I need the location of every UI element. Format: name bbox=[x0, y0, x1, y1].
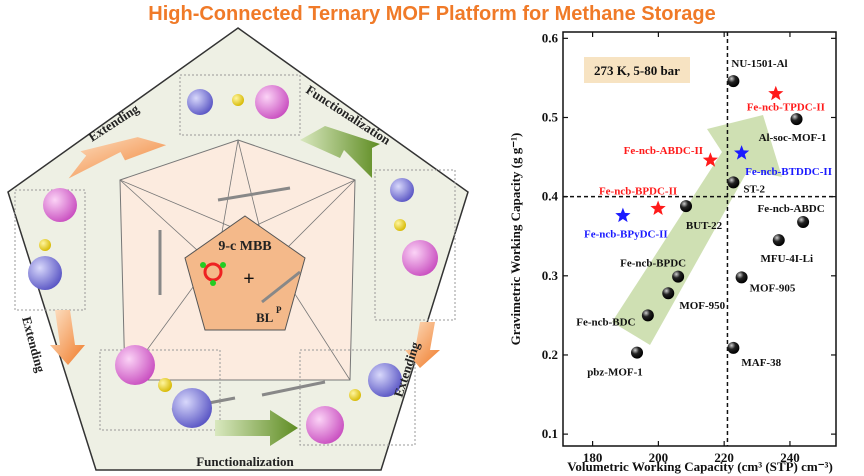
star-marker bbox=[702, 152, 718, 167]
data-point: Fe-ncb-BPDC bbox=[620, 258, 686, 283]
mbb-label: 9-c MBB bbox=[218, 239, 271, 254]
sphere-marker bbox=[680, 200, 693, 213]
y-tick-label: 0.2 bbox=[542, 347, 558, 362]
point-label: Fe-ncb-BDC bbox=[576, 316, 635, 328]
data-point: BUT-22 bbox=[680, 200, 723, 232]
point-label: Fe-ncb-ABDC bbox=[757, 203, 824, 215]
y-axis-label: Gravimetric Working Capacity (g g⁻¹) bbox=[508, 133, 523, 346]
axes: 180 200 220 240 0.1 0.2 0.3 0.4 0.5 0.6 bbox=[542, 30, 836, 465]
point-label: BUT-22 bbox=[686, 220, 723, 232]
arrow-extending-right bbox=[405, 322, 440, 368]
mbb-cluster-icon bbox=[200, 262, 226, 286]
x-axis-label: Volumetric Working Capacity (cm³ (STP) c… bbox=[567, 459, 833, 474]
data-point: NU-1501-Al bbox=[727, 58, 788, 88]
y-tick-label: 0.4 bbox=[542, 189, 559, 204]
data-point: Fe-ncb-ABDC bbox=[757, 203, 825, 228]
point-label: MAF-38 bbox=[741, 357, 781, 369]
sphere-marker bbox=[797, 215, 810, 228]
star-marker bbox=[650, 200, 666, 215]
point-label: Fe-ncb-BPyDC-II bbox=[584, 229, 668, 241]
point-label: Fe-ncb-BPDC-II bbox=[599, 186, 677, 198]
point-label: Al-soc-MOF-1 bbox=[759, 132, 827, 144]
sphere-marker bbox=[727, 341, 740, 354]
point-label: ST-2 bbox=[743, 183, 765, 195]
x-tick-label: 220 bbox=[714, 450, 734, 465]
point-label: Fe-ncb-BTDDC-II bbox=[745, 166, 832, 178]
arrow-extending-top-left bbox=[68, 137, 167, 179]
data-point: Fe-ncb-BDC bbox=[576, 309, 654, 328]
annotation-text: 273 K, 5-80 bar bbox=[594, 63, 680, 78]
arrow-functionalization-top-right bbox=[300, 126, 380, 178]
point-label: MOF-950 bbox=[679, 300, 725, 312]
sphere-marker bbox=[662, 287, 675, 300]
pentagon-diagram: 9-c MBB + BL P bbox=[7, 27, 469, 471]
data-point: Al-soc-MOF-1 bbox=[759, 113, 827, 144]
data-point: MFU-4I-Li bbox=[760, 234, 813, 265]
y-tick-label: 0.3 bbox=[542, 268, 559, 283]
x-tick-label: 200 bbox=[649, 450, 669, 465]
plus-sign: + bbox=[243, 268, 254, 290]
arrow-functionalization-bottom bbox=[215, 410, 298, 446]
sphere-marker bbox=[727, 75, 740, 88]
annotation-box bbox=[584, 57, 690, 83]
point-label: Fe-ncb-ABDC-II bbox=[624, 145, 703, 157]
data-point: Fe-ncb-ABDC-II bbox=[624, 145, 718, 167]
y-tick-label: 0.6 bbox=[542, 30, 559, 45]
arrow-extending-left bbox=[50, 310, 85, 365]
sphere-marker bbox=[672, 270, 685, 283]
star-marker bbox=[615, 207, 631, 223]
data-point: Fe-ncb-TPDC-II bbox=[747, 85, 825, 114]
point-label: MFU-4I-Li bbox=[760, 253, 813, 265]
mof-structure-right-top bbox=[374, 169, 456, 321]
data-point: Fe-ncb-BPDC-II bbox=[599, 186, 677, 215]
data-point: pbz-MOF-1 bbox=[587, 346, 644, 379]
linker-label-sup: P bbox=[276, 305, 282, 315]
label-functionalization-bottom: Functionalization bbox=[196, 454, 294, 469]
data-point: Fe-ncb-BTDDC-II bbox=[734, 145, 832, 178]
y-tick-label: 0.1 bbox=[542, 426, 558, 441]
data-points: NU-1501-Al Fe-ncb-TPDC-II Al-soc-MOF-1 Fe-n… bbox=[576, 58, 832, 379]
sphere-marker bbox=[735, 271, 748, 284]
sphere-marker bbox=[790, 113, 803, 126]
point-label: NU-1501-Al bbox=[731, 58, 787, 70]
x-tick-label: 240 bbox=[780, 450, 800, 465]
figure-title: High-Connected Ternary MOF Platform for … bbox=[148, 3, 716, 25]
data-point: ST-2 bbox=[727, 176, 765, 195]
center-pentagon bbox=[184, 215, 306, 331]
data-point: MOF-950 bbox=[662, 287, 726, 312]
y-tick-label: 0.5 bbox=[542, 109, 559, 124]
data-point: MOF-905 bbox=[735, 271, 796, 294]
mof-structure-bottom-right bbox=[299, 349, 416, 446]
mof-structure-left-top bbox=[14, 188, 86, 311]
sphere-marker bbox=[631, 346, 644, 359]
sphere-marker bbox=[772, 234, 785, 247]
linker-label: BL bbox=[256, 310, 274, 325]
linker-molecule-icons bbox=[158, 186, 326, 412]
trend-arrow bbox=[612, 115, 782, 345]
point-label: MOF-905 bbox=[750, 282, 796, 294]
data-point: Fe-ncb-BPyDC-II bbox=[584, 207, 668, 241]
sphere-marker bbox=[641, 309, 654, 322]
point-label: Fe-ncb-BPDC bbox=[620, 258, 686, 270]
star-marker bbox=[734, 145, 750, 160]
point-label: Fe-ncb-TPDC-II bbox=[747, 102, 825, 114]
plot-frame bbox=[562, 31, 837, 447]
star-marker bbox=[768, 85, 784, 101]
reference-lines bbox=[563, 32, 836, 446]
point-label: pbz-MOF-1 bbox=[587, 367, 643, 379]
mof-structure-bottom-left bbox=[99, 345, 221, 431]
mof-structure-top bbox=[179, 74, 301, 136]
data-point: MAF-38 bbox=[727, 341, 782, 369]
sphere-marker bbox=[727, 176, 740, 189]
x-tick-label: 180 bbox=[583, 450, 603, 465]
